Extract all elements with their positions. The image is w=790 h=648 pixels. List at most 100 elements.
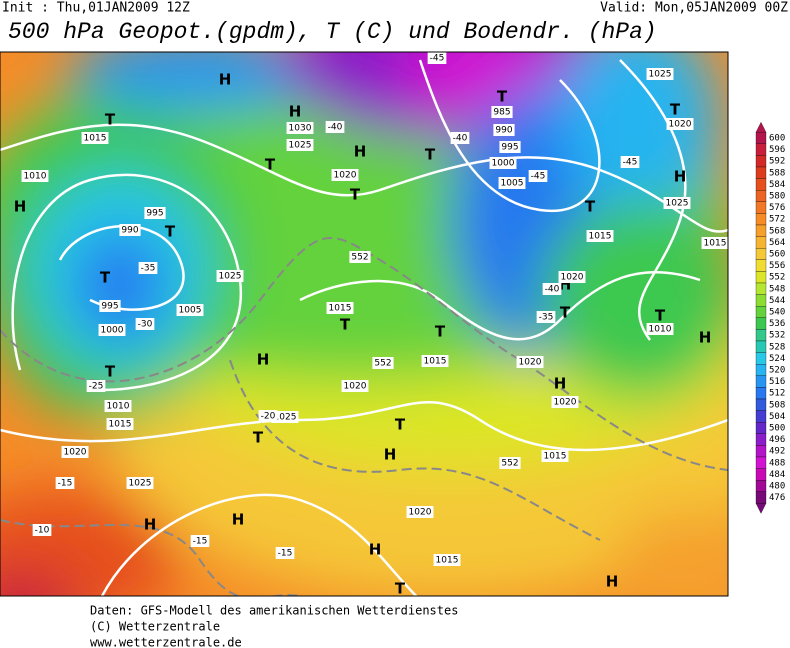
pressure-center: T [165, 223, 176, 241]
temperature-label: -45 [623, 158, 638, 168]
map-frame [0, 51, 729, 597]
isotherm [0, 519, 301, 596]
scale-swatch [755, 352, 767, 365]
label-box [491, 106, 513, 118]
scale-swatch [755, 178, 767, 191]
isobar-label: 1015 [329, 304, 352, 314]
pressure-center: T [340, 316, 351, 334]
label-box [98, 324, 126, 336]
label-box [427, 52, 447, 64]
label-box [666, 118, 694, 130]
scale-swatch [755, 306, 767, 318]
scale-label: 488 [769, 458, 785, 468]
label-box [586, 230, 614, 242]
field-blob [0, 570, 77, 596]
isobar-label: 1010 [649, 325, 672, 335]
scale-label: 548 [769, 284, 785, 294]
scale-swatch [755, 143, 767, 156]
isobar-label: 985 [493, 108, 510, 118]
pressure-center: T [655, 307, 666, 325]
pressure-center: H [257, 351, 270, 369]
scale-swatch [755, 340, 767, 353]
pressure-center: T [425, 146, 436, 164]
scale-swatch [755, 317, 767, 330]
scale-label: 600 [769, 134, 785, 144]
isotherm [229, 359, 601, 541]
label-box [21, 170, 49, 182]
scale-swatch [755, 259, 767, 272]
pressure-center: T [497, 88, 508, 106]
isobar [58, 225, 185, 311]
label-box [126, 477, 154, 489]
isobar-label: 552 [374, 359, 391, 369]
label-box [489, 157, 517, 169]
label-box [701, 237, 728, 249]
label-box [138, 262, 158, 274]
isobar-label: 995 [501, 143, 518, 153]
isobar-label: 1015 [704, 239, 727, 249]
scale-swatch [755, 468, 767, 481]
label-box [190, 535, 210, 547]
label-box [663, 197, 691, 209]
isobar-label: 1020 [669, 120, 692, 130]
isobar-label: 990 [495, 126, 512, 136]
isobar-label: 1010 [107, 402, 130, 412]
scale-swatch [755, 132, 767, 144]
scale-tip [755, 503, 767, 514]
isobar-label: 990 [121, 226, 138, 236]
scale-swatch [755, 190, 767, 202]
isobar-label: 1015 [589, 232, 612, 242]
scale-swatch [755, 445, 767, 458]
label-box [326, 302, 354, 314]
scale-label: 564 [769, 238, 785, 248]
pressure-center: H [14, 198, 27, 216]
label-box [558, 271, 586, 283]
isobar-label: 1020 [64, 448, 87, 458]
isobar-label: 1005 [179, 306, 202, 316]
isobar-label: 1020 [344, 382, 367, 392]
isobar-label: 1015 [436, 556, 459, 566]
scale-label: 484 [769, 470, 785, 480]
map-title: 500 hPa Geopot.(gpdm), T (C) und Bodendr… [8, 19, 657, 45]
isobar-label: 552 [351, 253, 368, 263]
pressure-center: T [395, 580, 406, 598]
label-box [406, 506, 434, 518]
label-box [349, 251, 371, 263]
label-box [331, 169, 359, 181]
label-box [499, 457, 521, 469]
label-box [106, 418, 134, 430]
scale-swatch [755, 456, 767, 469]
label-box [499, 141, 521, 153]
label-box [372, 357, 394, 369]
pressure-center: T [253, 429, 264, 447]
isobar-label: 1000 [101, 326, 124, 336]
scale-label: 536 [769, 319, 785, 329]
label-box [275, 547, 295, 559]
scale-swatch [755, 236, 767, 249]
scale-swatch [755, 271, 767, 284]
scale-swatch [755, 364, 767, 376]
label-box [144, 207, 166, 219]
label-box [286, 139, 314, 151]
label-box [498, 177, 526, 189]
scale-label: 572 [769, 215, 785, 225]
label-box [551, 396, 579, 408]
scale-label: 540 [769, 308, 785, 318]
scale-label: 516 [769, 377, 785, 387]
temperature-label: -35 [141, 264, 156, 274]
scale-label: 476 [769, 493, 785, 503]
field-blob [0, 490, 180, 596]
scale-swatch [755, 294, 767, 307]
temperature-label: -40 [545, 285, 560, 295]
label-box [81, 132, 109, 144]
scale-label: 492 [769, 447, 785, 457]
label-box [646, 323, 674, 335]
scale-label: 580 [769, 192, 785, 202]
scale-label: 556 [769, 261, 785, 271]
isobar-label: 1025 [666, 199, 689, 209]
scale-swatch [755, 480, 767, 492]
scale-label: 596 [769, 145, 785, 155]
label-box [286, 122, 314, 134]
scale-swatch [755, 155, 767, 168]
